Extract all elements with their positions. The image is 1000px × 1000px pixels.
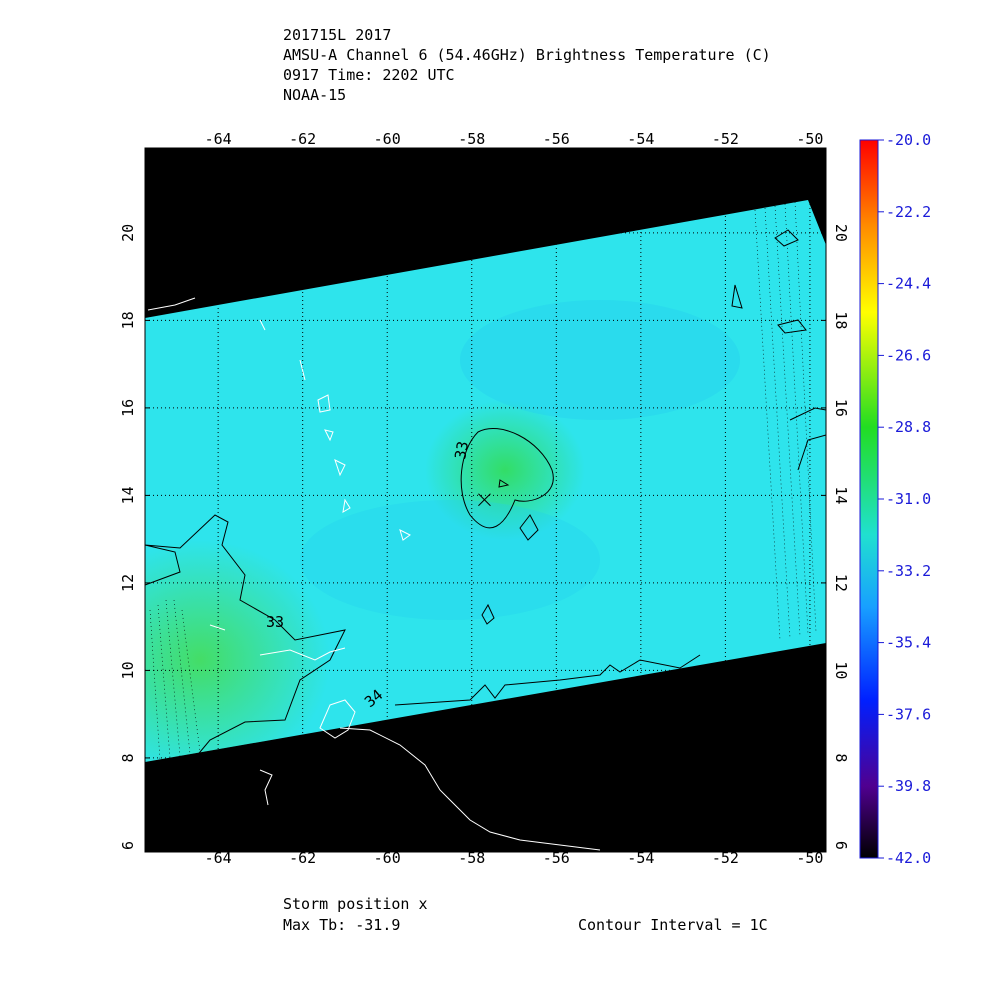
y-tick-label: 12: [119, 574, 137, 592]
x-tick-label: -64: [205, 130, 232, 148]
title-block: 201715L 2017 AMSU-A Channel 6 (54.46GHz)…: [283, 26, 771, 104]
x-tick-label: -62: [289, 849, 316, 867]
y-tick-label: 16: [119, 399, 137, 417]
contour-label: 33: [266, 613, 284, 631]
title-line: NOAA-15: [283, 86, 346, 104]
colorbar-label: -39.8: [886, 777, 931, 795]
colorbar-label: -35.4: [886, 634, 931, 652]
colorbar-label: -24.4: [886, 275, 931, 293]
y-tick-label: 14: [119, 486, 137, 504]
y-tick-label: 10: [119, 661, 137, 679]
y-tick-label: 18: [832, 311, 850, 329]
storm-position: [478, 493, 491, 507]
x-tick-label: -54: [627, 849, 654, 867]
x-tick-label: -64: [205, 849, 232, 867]
max-tb: Max Tb: -31.9: [283, 916, 400, 934]
colorbar-label: -22.2: [886, 203, 931, 221]
contour-interval: Contour Interval = 1C: [578, 916, 768, 934]
y-tick-label: 18: [119, 311, 137, 329]
x-tick-label: -56: [543, 849, 570, 867]
coastlines: [147, 297, 601, 851]
x-tick-label: -60: [374, 130, 401, 148]
y-tick-label: 20: [832, 224, 850, 242]
contours: [144, 229, 827, 759]
y-tick-label: 16: [832, 399, 850, 417]
x-tick-label: -58: [458, 130, 485, 148]
x-tick-label: -58: [458, 849, 485, 867]
y-tick-label: 8: [119, 753, 137, 762]
y-tick-label: 10: [832, 661, 850, 679]
x-tick-label: -50: [796, 849, 823, 867]
x-tick-label: -50: [796, 130, 823, 148]
dense-contours: [149, 201, 817, 761]
colorbar-label: -26.6: [886, 346, 931, 364]
x-tick-label: -54: [627, 130, 654, 148]
x-tick-label: -52: [712, 849, 739, 867]
x-tick-label: -56: [543, 130, 570, 148]
x-tick-label: -62: [289, 130, 316, 148]
title-line: AMSU-A Channel 6 (54.46GHz) Brightness T…: [283, 46, 771, 64]
x-tick-label: -52: [712, 130, 739, 148]
x-tick-label: -60: [374, 849, 401, 867]
contour-label: 33: [451, 440, 472, 461]
y-tick-label: 12: [832, 574, 850, 592]
colorbar-label: -31.0: [886, 490, 931, 508]
map-frame: [144, 147, 827, 853]
colorbar-label: -33.2: [886, 562, 931, 580]
y-tick-label: 8: [832, 753, 850, 762]
y-tick-label: 14: [832, 486, 850, 504]
colorbar-label: -20.0: [886, 131, 931, 149]
y-tick-label: 6: [832, 841, 850, 850]
colorbar: [859, 139, 879, 859]
colorbar-label: -42.0: [886, 849, 931, 867]
colorbar-label: -37.6: [886, 705, 931, 723]
storm-label: Storm position x: [283, 895, 428, 913]
y-tick-label: 6: [119, 841, 137, 850]
title-line: 201715L 2017: [283, 26, 391, 44]
y-tick-label: 20: [119, 224, 137, 242]
title-line: 0917 Time: 2202 UTC: [283, 66, 455, 84]
colorbar-label: -28.8: [886, 418, 931, 436]
field: [145, 300, 740, 762]
